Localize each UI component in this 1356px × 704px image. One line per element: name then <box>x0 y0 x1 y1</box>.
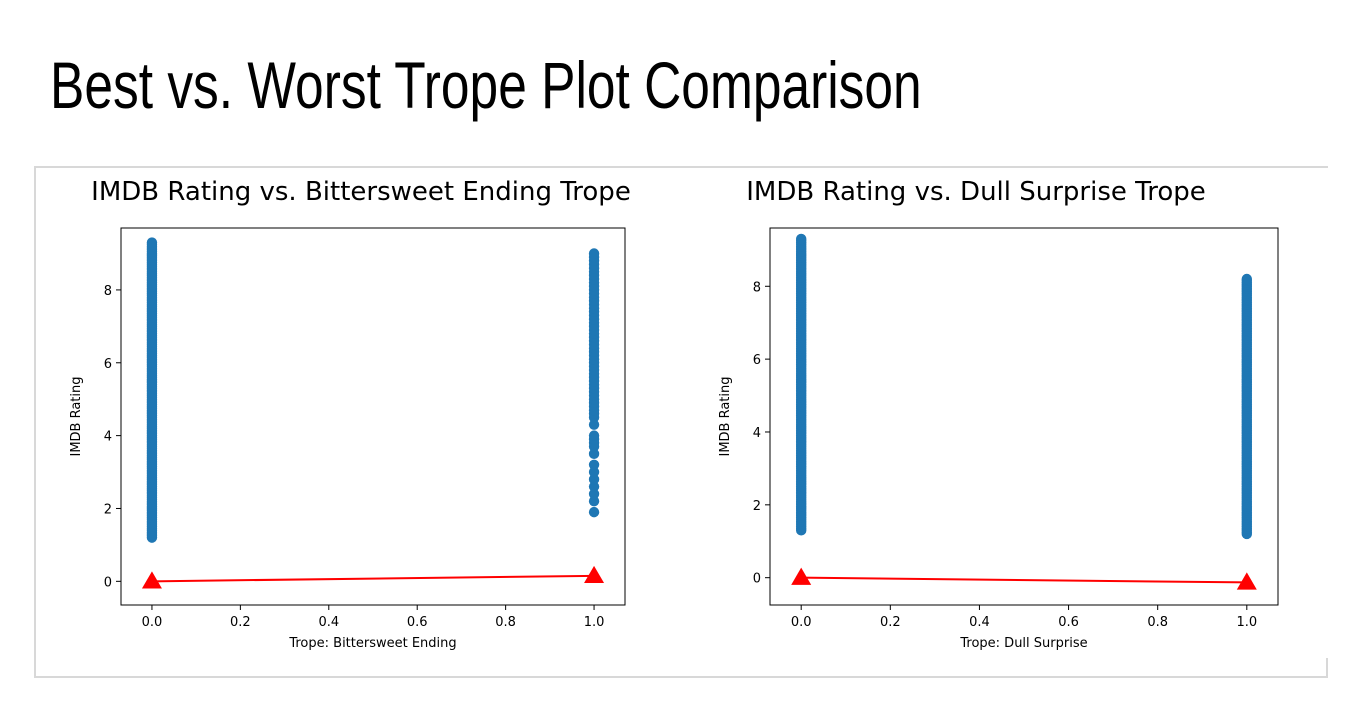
chart-0-x-tick-label: 1.0 <box>584 615 605 630</box>
chart-0-x-tick-label: 0.8 <box>495 615 516 630</box>
chart-0-series-1-point <box>588 248 600 259</box>
chart-1-series-0-point <box>795 233 807 245</box>
chart-1-series-1-point <box>1241 273 1253 285</box>
chart-frame-left-border <box>34 166 36 678</box>
chart-1-x-axis-label: Trope: Dull Surprise <box>959 636 1087 651</box>
chart-left: IMDB Rating vs. Bittersweet Ending Trope… <box>69 177 631 651</box>
chart-0-series-1-point <box>588 419 600 430</box>
chart-frame <box>34 166 1328 678</box>
chart-0-series-1-point <box>588 488 600 500</box>
chart-1-y-tick-label: 8 <box>753 280 761 295</box>
chart-1-x-tick-label: 0.8 <box>1147 615 1168 630</box>
chart-0-series-0-point <box>146 237 158 248</box>
chart-1-trend-marker <box>791 567 812 585</box>
chart-1-y-tick-label: 6 <box>753 353 761 368</box>
chart-1-x-tick-label: 0.6 <box>1058 615 1079 630</box>
chart-frame-right-border <box>1326 658 1328 678</box>
chart-0-x-tick-label: 0.2 <box>230 615 251 630</box>
chart-0-trend-line <box>151 574 595 583</box>
chart-0-series-1-point <box>588 459 600 470</box>
chart-0-series-1-point <box>588 495 600 507</box>
chart-0-series-1-point <box>588 506 600 518</box>
chart-0-series-1-point <box>588 474 600 485</box>
chart-0-x-tick-label: 0.0 <box>142 615 163 630</box>
chart-0-trend-marker <box>141 571 162 589</box>
chart-0-series-1-point <box>588 430 600 441</box>
chart-1-trend-line <box>801 576 1247 584</box>
chart-0-x-axis-label: Trope: Bittersweet Ending <box>288 636 456 651</box>
chart-0-y-tick-label: 6 <box>104 357 112 372</box>
chart-1-y-tick-label: 0 <box>753 572 761 587</box>
chart-0-title: IMDB Rating vs. Bittersweet Ending Trope <box>91 177 631 207</box>
chart-1-x-tick-label: 0.2 <box>880 615 901 630</box>
chart-0-series-1-point <box>588 466 600 478</box>
chart-0-axes-box <box>120 227 626 606</box>
chart-0-trend-marker <box>584 565 605 584</box>
chart-1-y-axis-label: IMDB Rating <box>718 376 733 456</box>
chart-0-x-tick-label: 0.4 <box>318 615 339 630</box>
chart-0-y-tick-label: 0 <box>104 575 112 590</box>
chart-0-x-tick-label: 0.6 <box>407 615 428 630</box>
chart-1-trend-marker <box>1236 572 1257 590</box>
chart-0-series-1-point <box>588 481 600 492</box>
chart-0-y-tick-label: 2 <box>104 502 112 517</box>
chart-right: IMDB Rating vs. Dull Surprise Trope 0.0 0.… <box>718 177 1279 651</box>
chart-1-x-tick-label: 1.0 <box>1236 615 1257 630</box>
page-title: Best vs. Worst Trope Plot Comparison <box>50 48 922 122</box>
chart-1-x-tick-label: 0.0 <box>791 615 812 630</box>
chart-1-y-tick-label: 4 <box>753 426 761 441</box>
chart-1-axes-box <box>769 227 1279 606</box>
chart-0-y-tick-label: 8 <box>104 284 112 299</box>
chart-0-y-tick-label: 4 <box>104 430 112 445</box>
chart-1-title: IMDB Rating vs. Dull Surprise Trope <box>746 177 1205 207</box>
chart-0-y-axis-label: IMDB Rating <box>69 376 84 456</box>
chart-0-series-1-point <box>588 448 600 460</box>
chart-1-x-tick-label: 0.4 <box>969 615 990 630</box>
chart-1-y-tick-label: 2 <box>753 499 761 514</box>
